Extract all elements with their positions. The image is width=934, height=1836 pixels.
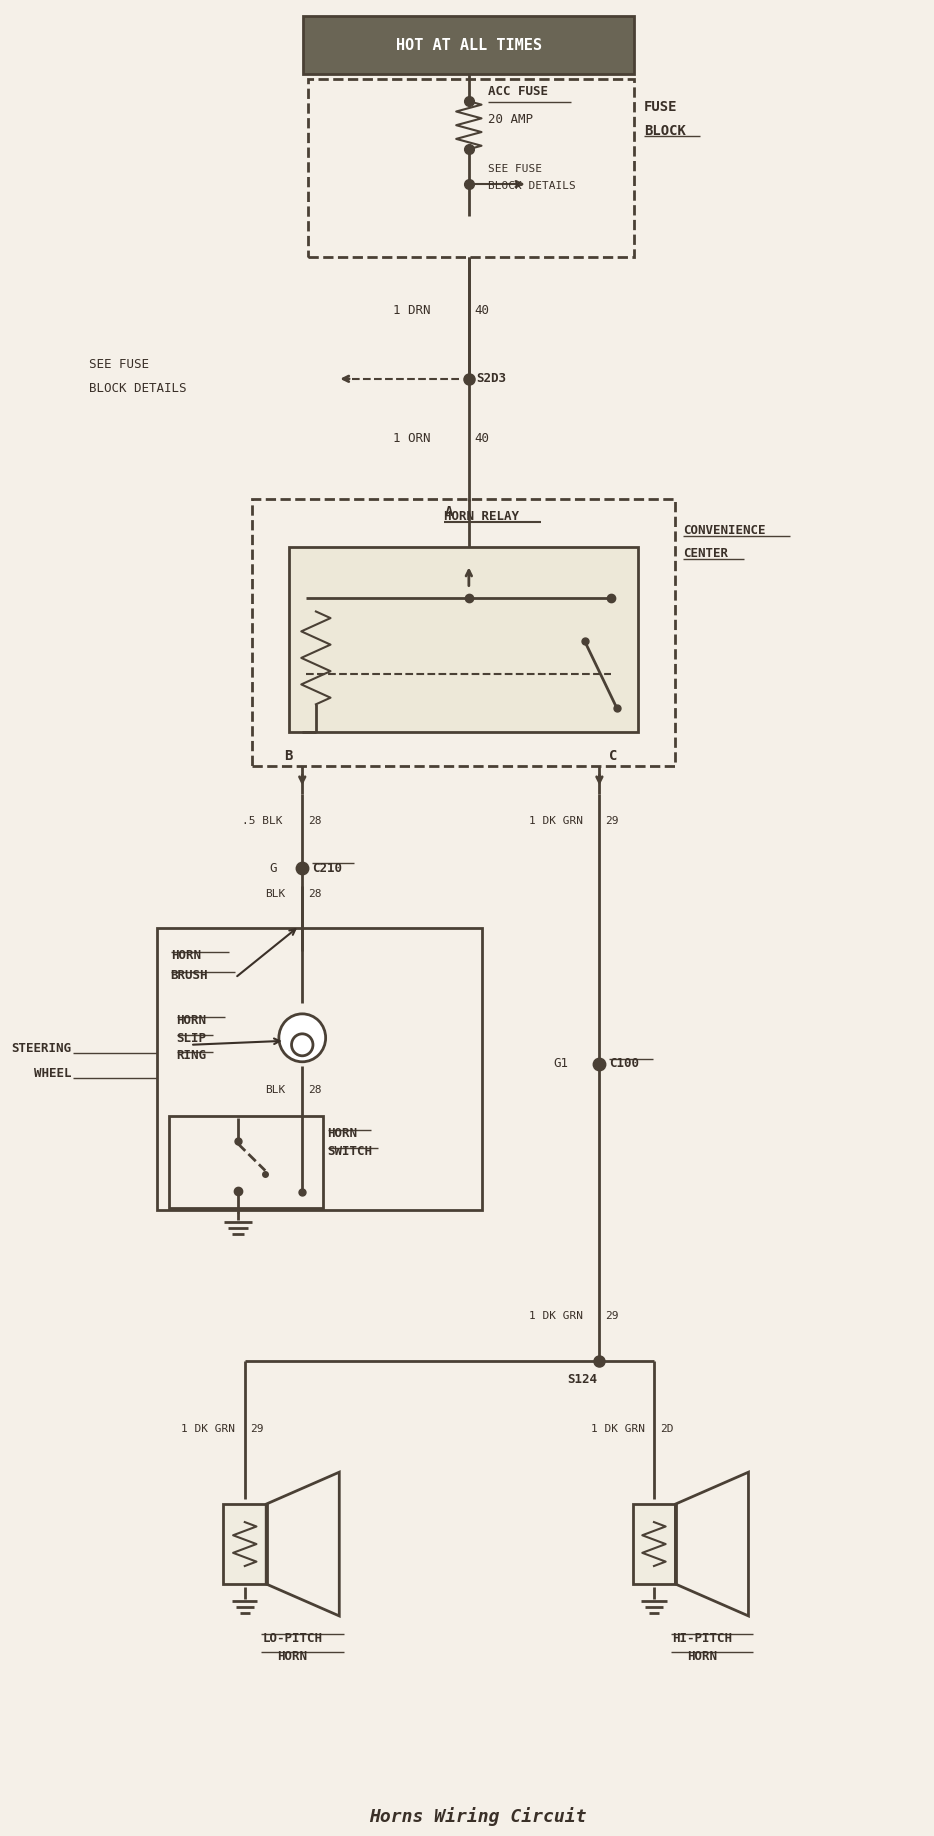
- Text: 2D: 2D: [659, 1425, 673, 1434]
- Text: BLOCK DETAILS: BLOCK DETAILS: [89, 382, 187, 395]
- Text: 29: 29: [605, 817, 618, 826]
- Text: HORN: HORN: [171, 949, 201, 962]
- Text: 28: 28: [308, 1085, 321, 1094]
- Text: C: C: [609, 749, 617, 764]
- Text: BRUSH: BRUSH: [171, 969, 208, 982]
- Text: 1 ORN: 1 ORN: [393, 431, 431, 444]
- Text: FUSE: FUSE: [644, 101, 678, 114]
- Text: .5 BLK: .5 BLK: [242, 817, 282, 826]
- Text: HORN: HORN: [686, 1651, 716, 1663]
- Text: 40: 40: [474, 431, 489, 444]
- Text: A: A: [446, 505, 454, 518]
- Bar: [157, 927, 482, 1210]
- Text: 20 AMP: 20 AMP: [488, 112, 533, 125]
- Bar: [223, 1504, 267, 1584]
- Text: HORN: HORN: [328, 1127, 358, 1140]
- Text: 40: 40: [474, 305, 489, 318]
- Circle shape: [279, 1013, 326, 1061]
- Text: BLK: BLK: [265, 1085, 286, 1094]
- Text: HORN: HORN: [177, 1013, 206, 1028]
- Text: G1: G1: [553, 1058, 568, 1070]
- Text: BLK: BLK: [265, 889, 286, 900]
- Text: C210: C210: [312, 861, 342, 874]
- Text: 29: 29: [605, 1311, 618, 1322]
- Text: CENTER: CENTER: [683, 547, 729, 560]
- Text: SEE FUSE: SEE FUSE: [89, 358, 149, 371]
- Bar: [304, 17, 634, 73]
- Text: CONVENIENCE: CONVENIENCE: [683, 523, 766, 538]
- Text: 1 DK GRN: 1 DK GRN: [530, 817, 583, 826]
- Bar: [632, 1504, 676, 1584]
- Text: RING: RING: [177, 1050, 206, 1063]
- Text: 29: 29: [250, 1425, 264, 1434]
- Text: S124: S124: [567, 1373, 597, 1386]
- Text: ACC FUSE: ACC FUSE: [488, 84, 548, 99]
- Text: WHEEL: WHEEL: [34, 1067, 71, 1080]
- Text: 1 DK GRN: 1 DK GRN: [181, 1425, 235, 1434]
- Bar: [308, 79, 634, 257]
- Text: 1 DK GRN: 1 DK GRN: [590, 1425, 644, 1434]
- Bar: [251, 499, 675, 766]
- Text: B: B: [285, 749, 292, 764]
- Text: 1 DRN: 1 DRN: [393, 305, 431, 318]
- Text: G: G: [269, 861, 276, 874]
- Text: BLOCK: BLOCK: [644, 125, 686, 138]
- Text: LO-PITCH: LO-PITCH: [262, 1632, 322, 1645]
- Bar: [169, 1116, 323, 1208]
- Text: BLOCK DETAILS: BLOCK DETAILS: [488, 182, 576, 191]
- Text: 28: 28: [308, 817, 321, 826]
- Text: STEERING: STEERING: [11, 1043, 71, 1056]
- Text: HOT AT ALL TIMES: HOT AT ALL TIMES: [396, 39, 542, 53]
- Text: HI-PITCH: HI-PITCH: [672, 1632, 731, 1645]
- Text: HORN: HORN: [277, 1651, 307, 1663]
- Text: SWITCH: SWITCH: [328, 1146, 373, 1159]
- Text: Horns Wiring Circuit: Horns Wiring Circuit: [369, 1807, 587, 1827]
- Text: 1 DK GRN: 1 DK GRN: [530, 1311, 583, 1322]
- Bar: [289, 547, 638, 733]
- Text: 28: 28: [308, 889, 321, 900]
- Text: SEE FUSE: SEE FUSE: [488, 163, 543, 174]
- Text: SLIP: SLIP: [177, 1032, 206, 1045]
- Circle shape: [291, 1034, 313, 1056]
- Text: C100: C100: [609, 1058, 639, 1070]
- Text: S2D3: S2D3: [476, 373, 506, 386]
- Text: HORN RELAY: HORN RELAY: [444, 510, 518, 523]
